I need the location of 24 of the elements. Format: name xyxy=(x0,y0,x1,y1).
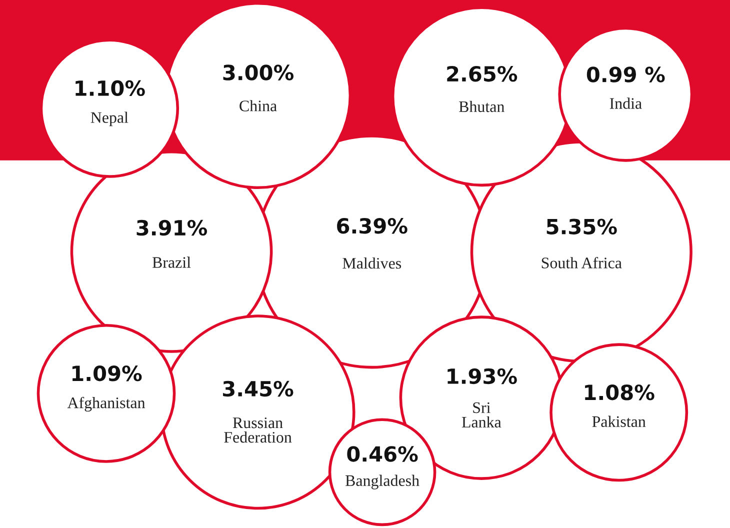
category-label: Brazil xyxy=(152,256,191,268)
data-label: 3.00% xyxy=(223,64,294,80)
category-label: China xyxy=(240,100,277,112)
data-label: 0.99 % xyxy=(586,66,665,82)
data-label: 2.65% xyxy=(447,66,518,82)
category-label: Pakistan xyxy=(592,416,646,428)
data-label: 6.39% xyxy=(337,218,408,234)
category-label: Bhutan xyxy=(459,100,504,112)
data-label: 3.45% xyxy=(223,380,294,397)
data-label: 0.46% xyxy=(347,446,418,462)
category-label: Nepal xyxy=(90,112,128,126)
category-label: Maldives xyxy=(342,257,402,269)
data-label: 1.09% xyxy=(72,365,142,382)
category-label: India xyxy=(610,98,642,109)
data-label: 5.35% xyxy=(546,218,617,234)
category-label: South Africa xyxy=(542,256,622,268)
category-label: Bangladesh xyxy=(345,474,420,490)
data-label: 1.93% xyxy=(448,368,517,384)
data-label: 1.08% xyxy=(585,384,654,400)
category-label: Russian Federation xyxy=(224,417,292,443)
data-label: 3.91% xyxy=(136,220,208,236)
data-label: 1.10% xyxy=(76,80,145,96)
category-label: Sri Lanka xyxy=(462,402,502,428)
category-label: Afghanistan xyxy=(67,396,146,412)
